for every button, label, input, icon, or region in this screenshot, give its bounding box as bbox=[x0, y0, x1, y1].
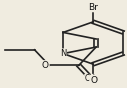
Text: N: N bbox=[60, 49, 66, 58]
Text: O: O bbox=[42, 61, 49, 70]
Text: Br: Br bbox=[88, 3, 98, 12]
Text: CH₃: CH₃ bbox=[85, 74, 99, 84]
Text: O: O bbox=[90, 76, 97, 85]
